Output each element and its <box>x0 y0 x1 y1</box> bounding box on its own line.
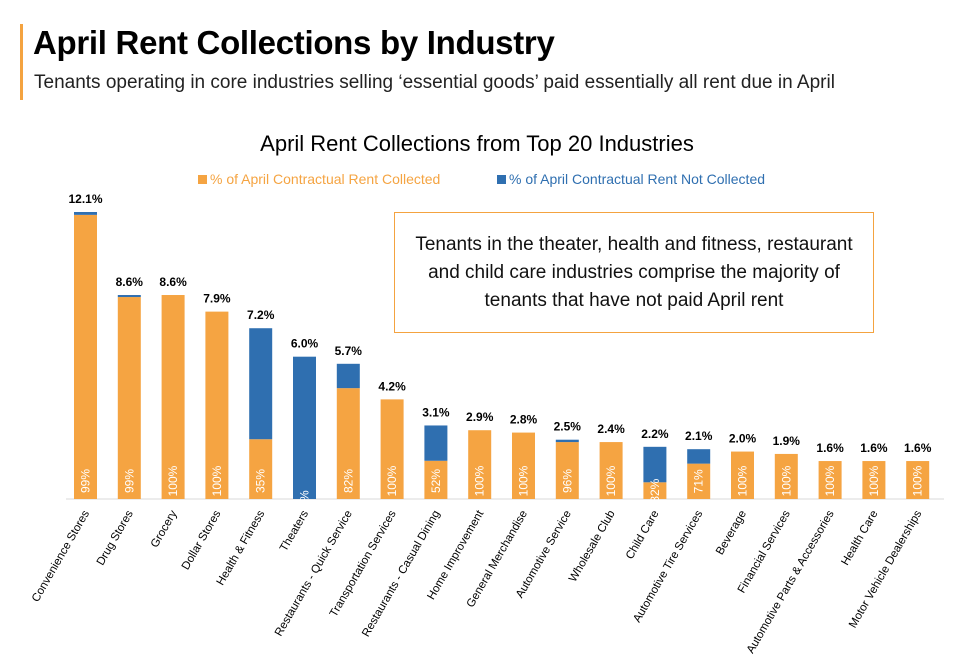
bar-not-collected <box>643 446 667 483</box>
bar-not-collected <box>74 212 97 215</box>
bar-total-label: 12.1% <box>68 192 102 206</box>
category-label: Health Care <box>839 509 880 568</box>
bar-total-label: 8.6% <box>159 275 187 289</box>
chart-title: April Rent Collections from Top 20 Indus… <box>260 131 694 156</box>
bar-total-label: 6.0% <box>291 337 319 351</box>
bar-collected-label: 32% <box>648 478 662 502</box>
category-label: Wholesale Club <box>567 509 618 585</box>
bar-collected-label: 100% <box>823 465 837 496</box>
bar-collected <box>468 430 492 499</box>
bar-collected <box>731 451 754 499</box>
bar-collected <box>424 460 448 499</box>
bar-total-label: 2.9% <box>466 410 494 424</box>
category-label: Grocery <box>149 508 180 550</box>
legend-label-collected: % of April Contractual Rent Collected <box>210 171 441 187</box>
bar-collected-label: 100% <box>517 465 531 496</box>
bar-collected-label: 35% <box>254 469 268 493</box>
bar-collected <box>774 453 798 499</box>
category-label: Restaurants - Casual Dining <box>360 509 442 640</box>
bar-collected-label: 100% <box>166 465 180 496</box>
bar-total-label: 5.7% <box>335 344 363 358</box>
bar-collected <box>161 295 185 499</box>
bar-collected-label: 52% <box>429 469 443 493</box>
legend-item-not-collected: % of April Contractual Rent Not Collecte… <box>497 171 765 187</box>
bar-collected <box>380 399 404 499</box>
bar-total-label: 1.6% <box>816 441 844 455</box>
bar-collected <box>117 297 141 499</box>
category-label: Beverage <box>714 509 749 558</box>
bar-collected <box>205 311 229 499</box>
page-subtitle: Tenants operating in core industries sel… <box>34 72 835 93</box>
bar-collected <box>512 432 535 499</box>
bar-total-label: 7.9% <box>203 292 231 306</box>
legend-swatch-collected <box>198 174 207 184</box>
bar-not-collected <box>336 363 360 389</box>
bar-collected <box>599 442 623 499</box>
bar-total-label: 1.6% <box>860 441 888 455</box>
bar-not-collected <box>117 295 141 298</box>
bar-collected-label: 100% <box>867 465 881 496</box>
bar-collected-label: 71% <box>692 469 706 493</box>
category-label: Dollar Stores <box>180 508 224 572</box>
bar-not-collected <box>555 439 579 443</box>
bar-collected-label: 100% <box>604 465 618 496</box>
callout-text: Tenants in the theater, health and fitne… <box>415 233 853 311</box>
bar-total-label: 4.2% <box>378 379 406 393</box>
page-title: April Rent Collections by Industry <box>33 24 555 61</box>
bar-collected-label: 82% <box>341 469 355 493</box>
category-label: Restaurants - Quick Service <box>273 509 355 639</box>
bar-total-label: 2.1% <box>685 429 713 443</box>
bar-collected-label: 96% <box>560 469 574 493</box>
bar-collected-label: 99% <box>79 469 93 493</box>
bar-total-label: 2.0% <box>729 432 757 446</box>
category-label: Automotive Parts & Accessories <box>745 508 837 655</box>
bar-not-collected <box>687 449 711 464</box>
bar-not-collected <box>293 356 316 499</box>
bar-collected <box>906 461 930 499</box>
bar-collected-label: 100% <box>736 465 750 496</box>
bar-total-label: 2.4% <box>597 422 625 436</box>
bar-total-label: 3.1% <box>422 405 450 419</box>
bar-total-label: 1.9% <box>773 434 801 448</box>
bar-total-label: 2.5% <box>554 420 582 434</box>
bar-collected <box>336 388 360 499</box>
category-label: Child Care <box>624 509 662 562</box>
bar-total-label: 7.2% <box>247 308 275 322</box>
title-accent-bar <box>20 24 23 100</box>
bar-collected-label: 100% <box>473 465 487 496</box>
bar-collected <box>862 461 886 499</box>
bar-collected <box>643 482 667 499</box>
bar-total-label: 2.2% <box>641 427 669 441</box>
bar-total-label: 8.6% <box>116 275 144 289</box>
legend-swatch-not-collected <box>497 174 506 184</box>
bar-collected <box>818 461 842 499</box>
category-label: Convenience Stores <box>30 508 92 604</box>
bar-collected-label: 99% <box>122 469 136 493</box>
category-label: Health & Fitness <box>215 508 268 587</box>
chart-legend: % of April Contractual Rent Collected % … <box>0 171 954 191</box>
bar-total-label: 2.8% <box>510 413 538 427</box>
bar-not-collected <box>249 328 273 440</box>
bar-collected <box>249 439 273 499</box>
bar-collected-label: 100% <box>385 465 399 496</box>
category-label: Theaters <box>278 508 311 554</box>
legend-label-not-collected: % of April Contractual Rent Not Collecte… <box>509 171 766 187</box>
bar-collected-label: 100% <box>911 465 925 496</box>
bar-collected <box>555 442 579 499</box>
bar-collected <box>74 214 97 499</box>
bar-collected-label: 0% <box>298 490 312 508</box>
bar-collected <box>687 463 711 499</box>
legend-item-collected: % of April Contractual Rent Collected <box>198 171 440 187</box>
category-label: Drug Stores <box>95 508 136 567</box>
callout-box: Tenants in the theater, health and fitne… <box>394 212 874 333</box>
bar-collected-label: 100% <box>210 465 224 496</box>
bar-total-label: 1.6% <box>904 441 932 455</box>
bar-not-collected <box>424 425 448 461</box>
bar-collected-label: 100% <box>779 465 793 496</box>
